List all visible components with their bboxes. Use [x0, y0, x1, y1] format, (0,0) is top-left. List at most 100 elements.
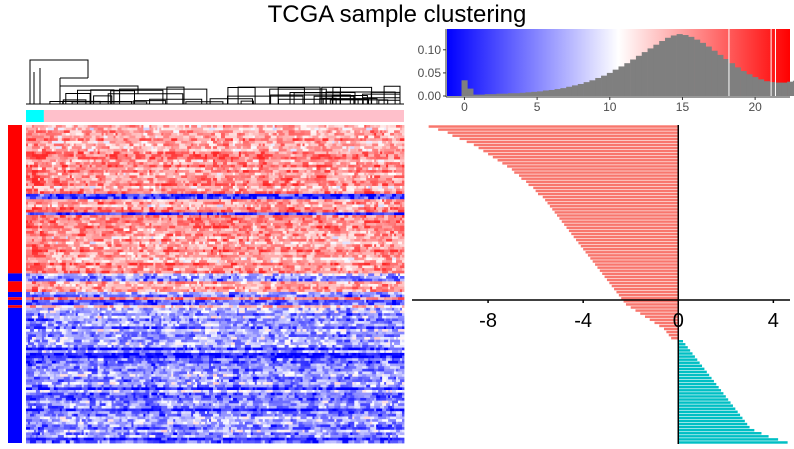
heatmap-cell	[340, 162, 343, 166]
heatmap-cell	[312, 146, 315, 150]
heatmap-cell	[47, 138, 51, 142]
heatmap-cell	[213, 252, 218, 256]
heatmap-cell	[304, 132, 311, 136]
heatmap-cell	[400, 127, 403, 131]
heatmap-cell	[384, 217, 389, 221]
heatmap-cell	[95, 249, 102, 253]
heatmap-cell	[207, 246, 212, 250]
heatmap-cell	[394, 154, 399, 158]
heatmap-cell	[274, 151, 278, 155]
heatmap-cell	[183, 151, 190, 155]
heatmap-cell	[29, 246, 33, 250]
heatmap-cell	[203, 233, 210, 237]
heatmap-row	[26, 167, 405, 171]
heatmap-cell	[181, 236, 186, 240]
heatmap-cell	[193, 154, 196, 158]
heatmap-cell	[161, 223, 166, 227]
heatmap-cell	[324, 185, 329, 189]
heatmap-cell	[149, 191, 152, 195]
heatmap-cell	[256, 201, 264, 205]
heatmap-cell	[111, 223, 116, 227]
heatmap-cell	[314, 209, 317, 213]
heatmap-cell	[240, 215, 244, 219]
heatmap-cell	[236, 178, 240, 182]
heatmap-cell	[388, 125, 391, 129]
heatmap-cell	[83, 175, 87, 179]
heatmap-cell	[238, 151, 242, 155]
heatmap-cell	[105, 143, 112, 147]
heatmap-cell	[197, 196, 204, 200]
heatmap-cell	[398, 135, 405, 139]
heatmap-cell	[402, 167, 405, 171]
heatmap-cell	[203, 225, 208, 229]
heatmap-cell	[304, 252, 311, 256]
heatmap-cell	[109, 217, 114, 221]
heatmap-cell	[179, 146, 182, 150]
heatmap-cell	[179, 238, 182, 242]
heatmap-cell	[51, 148, 55, 152]
heatmap-cell	[26, 151, 33, 155]
heatmap-cell	[47, 185, 51, 189]
heatmap-cell	[31, 238, 35, 242]
heatmap-cell	[372, 188, 379, 192]
heatmap-cell	[254, 151, 262, 155]
heatmap-cell	[328, 180, 331, 184]
heatmap-cell	[312, 191, 317, 195]
heatmap-cell	[197, 188, 202, 192]
heatmap-cell	[328, 212, 335, 216]
heatmap-cell	[218, 191, 226, 195]
heatmap-cell	[63, 254, 67, 258]
heatmap-cell	[348, 183, 355, 187]
heatmap-cell	[356, 159, 361, 163]
heatmap-cell	[103, 148, 108, 152]
heatmap-cell	[274, 207, 280, 211]
heatmap-cell	[115, 156, 118, 160]
heatmap-cell	[91, 191, 95, 195]
heatmap-cell	[240, 257, 246, 261]
heatmap-cell	[388, 217, 395, 221]
heatmap-cell	[292, 178, 299, 182]
heatmap-cell	[77, 125, 85, 129]
heatmap-cell	[123, 138, 128, 142]
heatmap-cell	[119, 217, 122, 221]
heatmap-cell	[89, 125, 93, 129]
heatmap-cell	[400, 162, 403, 166]
heatmap-cell	[234, 127, 240, 131]
heatmap-cell	[292, 241, 299, 245]
heatmap-cell	[63, 175, 67, 179]
heatmap-cell	[213, 215, 216, 219]
heatmap-cell	[26, 217, 33, 221]
heatmap-cell	[384, 249, 391, 253]
heatmap-cell	[342, 175, 347, 179]
heatmap-cell	[360, 146, 365, 150]
heatmap-cell	[314, 151, 321, 155]
heatmap-cell	[346, 162, 351, 166]
heatmap-cell	[378, 228, 385, 232]
heatmap-cell	[230, 156, 234, 160]
heatmap-cell	[288, 188, 291, 192]
heatmap-cell	[31, 215, 35, 219]
heatmap-cell	[83, 156, 91, 160]
heatmap-cell	[286, 151, 293, 155]
heatmap-cell	[157, 212, 164, 216]
heatmap-cell	[370, 244, 373, 248]
heatmap-cell	[143, 220, 146, 224]
heatmap-cell	[26, 193, 31, 197]
heatmap-cell	[179, 244, 182, 248]
heatmap-cell	[147, 228, 150, 232]
heatmap-cell	[326, 164, 333, 168]
heatmap-cell	[242, 130, 250, 134]
heatmap-cell	[67, 143, 71, 147]
heatmap-cell	[260, 254, 266, 258]
heatmap-cell	[398, 252, 403, 256]
heatmap-cell	[358, 135, 365, 139]
heatmap-cell	[37, 191, 41, 195]
heatmap-cell	[402, 215, 405, 219]
heatmap-cell	[41, 201, 49, 205]
heatmap-cell	[71, 143, 75, 147]
heatmap-cell	[209, 143, 216, 147]
heatmap-cell	[143, 238, 150, 242]
heatmap-cell	[340, 207, 347, 211]
heatmap-cell	[374, 196, 379, 200]
heatmap-cell	[348, 252, 355, 256]
